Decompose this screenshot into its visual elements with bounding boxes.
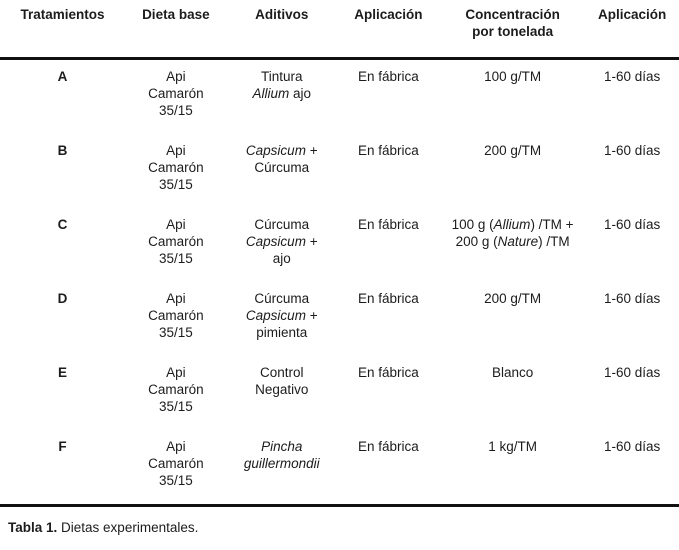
treatment-cell: C <box>57 217 68 232</box>
table-row: D Api Camarón 35/15 Cúrcuma Capsicum + pimient… <box>0 282 679 356</box>
caption-label: Tabla 1. <box>8 520 58 535</box>
concentration-cell: Blanco <box>491 365 534 380</box>
concentration-cell: 200 g/TM <box>484 291 542 306</box>
table-row: F Api Camarón 35/15 Pincha guillermondii En fá… <box>0 430 679 506</box>
table-caption: Tabla 1. Dietas experimentales. <box>0 519 679 536</box>
additives-cell: Tintura Allium ajo <box>252 69 312 101</box>
header-row: Tratamientos Dieta base Aditivos Aplicación… <box>0 0 679 59</box>
diet-base-cell: Api Camarón 35/15 <box>148 439 204 488</box>
treatment-cell: B <box>57 143 68 158</box>
caption-text: Dietas experimentales. <box>57 520 199 535</box>
column-header-1: Tratamientos <box>20 7 105 22</box>
diet-base-cell: Api Camarón 35/15 <box>148 291 204 340</box>
table-header: Tratamientos Dieta base Aditivos Aplicación… <box>0 0 679 59</box>
column-header-2: Dieta base <box>142 7 210 22</box>
application-cell: En fábrica <box>357 439 419 454</box>
treatment-cell: A <box>57 69 68 84</box>
column-header-5: Concentración por tonelada <box>465 7 560 39</box>
column-header-4: Aplicación <box>354 7 423 22</box>
experimental-diets-table: Tratamientos Dieta base Aditivos Aplicación… <box>0 0 679 506</box>
concentration-cell: 100 g (Allium) /TM +200 g (Nature) /TM <box>451 217 574 249</box>
additives-cell: Capsicum + Cúrcuma <box>245 143 318 175</box>
diet-base-cell: Api Camarón 35/15 <box>148 365 204 414</box>
additives-cell: Pincha guillermondii <box>243 439 320 471</box>
table-row: C Api Camarón 35/15 Cúrcuma Capsicum + ajo En f… <box>0 208 679 282</box>
column-header-3: Aditivos <box>255 7 309 22</box>
table-row: B Api Camarón 35/15 Capsicum + Cúrcuma En fábr… <box>0 134 679 208</box>
additives-cell: Cúrcuma Capsicum + ajo <box>245 217 318 266</box>
additives-cell: Cúrcuma Capsicum + pimienta <box>245 291 318 340</box>
application-period-cell: 1-60 días <box>603 291 661 306</box>
treatment-cell: D <box>57 291 68 306</box>
treatment-cell: E <box>57 365 67 380</box>
concentration-cell: 200 g/TM <box>484 143 542 158</box>
treatment-cell: F <box>58 439 67 454</box>
application-cell: En fábrica <box>357 69 419 84</box>
application-period-cell: 1-60 días <box>603 365 661 380</box>
application-cell: En fábrica <box>357 217 419 232</box>
diet-base-cell: Api Camarón 35/15 <box>148 217 204 266</box>
application-cell: En fábrica <box>357 291 419 306</box>
column-header-6: Aplicación <box>597 7 667 22</box>
diet-base-cell: Api Camarón 35/15 <box>148 143 204 192</box>
table-row: A Api Camarón 35/15 Tintura Allium ajo En fábr… <box>0 59 679 135</box>
application-period-cell: 1-60 días <box>603 217 661 232</box>
table-row: E Api Camarón 35/15 Control Negativo En fábric… <box>0 356 679 430</box>
additives-cell: Control Negativo <box>255 365 309 397</box>
concentration-cell: 1 kg/TM <box>488 439 537 454</box>
concentration-cell: 100 g/TM <box>484 69 542 84</box>
application-period-cell: 1-60 días <box>603 69 661 84</box>
application-cell: En fábrica <box>357 365 419 380</box>
application-period-cell: 1-60 días <box>603 143 661 158</box>
table-body: A Api Camarón 35/15 Tintura Allium ajo En fábr… <box>0 59 679 506</box>
diet-base-cell: Api Camarón 35/15 <box>148 69 204 118</box>
application-cell: En fábrica <box>357 143 419 158</box>
application-period-cell: 1-60 días <box>603 439 661 454</box>
